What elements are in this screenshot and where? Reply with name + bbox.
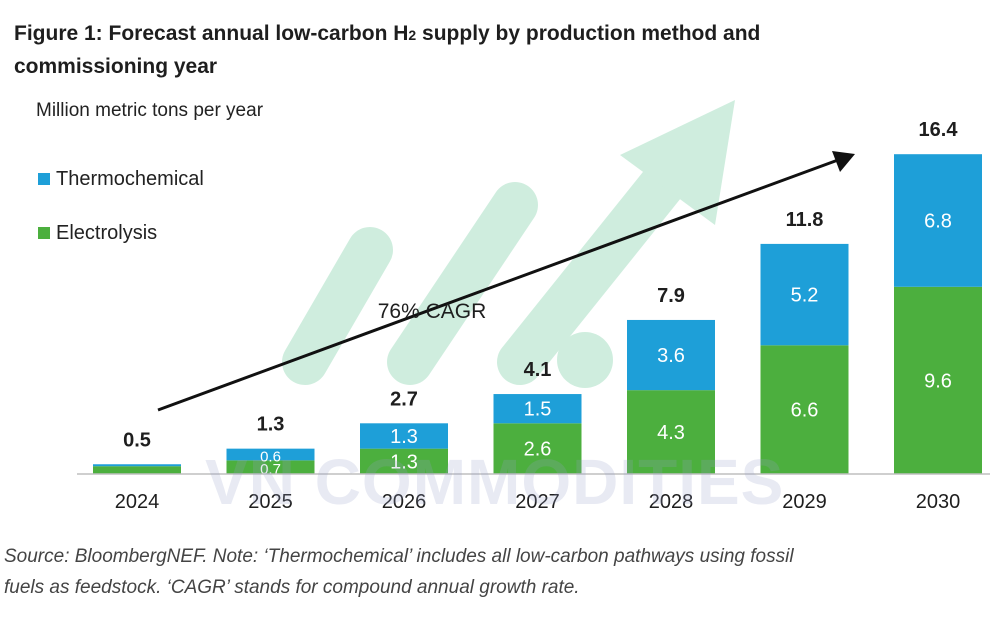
title-suffix: supply by production method and [416, 22, 761, 45]
legend-label-electrolysis: Electrolysis [56, 221, 158, 244]
data-label-electrolysis-2027: 2.6 [524, 439, 552, 461]
bar-electrolysis-2024 [93, 466, 181, 474]
bar-electrolysis-2029 [760, 345, 849, 474]
total-label-2024: 0.5 [123, 429, 151, 451]
legend-label-thermochemical: Thermochemical [56, 167, 204, 190]
total-label-2025: 1.3 [257, 414, 285, 436]
bar-thermochemical-2024 [93, 464, 181, 467]
legend-item-electrolysis: Electrolysis [38, 220, 204, 246]
legend: Thermochemical Electrolysis [38, 166, 204, 274]
bar-thermochemical-2027 [493, 394, 582, 424]
legend-swatch-electrolysis [38, 227, 50, 239]
watermark-arrow-graphic [282, 100, 735, 388]
x-tick-label-2025: 2025 [248, 491, 293, 513]
bar-thermochemical-2030 [894, 154, 982, 287]
data-label-electrolysis-2028: 4.3 [657, 422, 685, 444]
data-label-thermochemical-2026: 1.3 [390, 426, 418, 448]
bar-thermochemical-2029 [760, 243, 849, 346]
total-label-2029: 11.8 [786, 209, 824, 231]
total-label-2026: 2.7 [390, 388, 418, 410]
data-label-electrolysis-2030: 9.6 [924, 370, 952, 392]
x-tick-label-2028: 2028 [649, 491, 694, 513]
legend-item-thermochemical: Thermochemical [38, 166, 204, 192]
bar-electrolysis-2028 [627, 390, 715, 474]
cagr-arrowhead [832, 151, 855, 172]
source-note-line2: fuels as feedstock. ‘CAGR’ stands for co… [4, 577, 580, 598]
x-tick-label-2029: 2029 [782, 491, 827, 513]
title-line2: commissioning year [14, 55, 218, 78]
total-label-2030: 16.4 [919, 119, 959, 141]
source-note: Source: BloombergNEF. Note: ‘Thermochemi… [4, 541, 990, 603]
legend-swatch-thermochemical [38, 173, 50, 185]
bar-electrolysis-2030 [894, 286, 982, 474]
total-label-2028: 7.9 [657, 285, 685, 307]
title-prefix: Figure 1: Forecast annual low-carbon H [14, 22, 409, 45]
x-tick-label-2026: 2026 [382, 491, 427, 513]
x-tick-labels: 2024 2025 2026 2027 2028 2029 2030 [115, 491, 961, 513]
cagr-annotation: 76% CAGR [378, 300, 487, 323]
bar-thermochemical-2028 [627, 319, 715, 391]
data-label-electrolysis-2026: 1.3 [390, 451, 418, 473]
cagr-arrow [157, 151, 855, 412]
data-label-thermochemical-2029: 5.2 [791, 285, 819, 307]
total-label-2027: 4.1 [524, 359, 552, 381]
bar-electrolysis-2025 [226, 460, 315, 474]
x-tick-label-2024: 2024 [115, 491, 160, 513]
bar-thermochemical-2025 [226, 448, 315, 461]
stacked-bar-chart: 0.50.70.61.31.31.32.72.61.54.14.33.67.96… [77, 100, 990, 513]
bar-electrolysis-2026 [360, 448, 448, 474]
bar-thermochemical-2026 [360, 423, 448, 449]
y-axis-unit-label: Million metric tons per year [36, 100, 264, 121]
source-note-line1: Source: BloombergNEF. Note: ‘Thermochemi… [4, 546, 794, 567]
data-label-electrolysis-2029: 6.6 [791, 400, 819, 422]
bar-electrolysis-2027 [493, 423, 582, 474]
title-subscript: 2 [408, 27, 417, 43]
data-label-thermochemical-2027: 1.5 [524, 399, 552, 421]
bars-layer: 0.50.70.61.31.31.32.72.61.54.14.33.67.96… [93, 119, 982, 478]
chart-title: Figure 1: Forecast annual low-carbon H2 … [14, 18, 974, 82]
data-label-thermochemical-2030: 6.8 [924, 211, 952, 233]
data-label-thermochemical-2025: 0.6 [260, 449, 281, 466]
x-tick-label-2027: 2027 [515, 491, 560, 513]
data-label-thermochemical-2028: 3.6 [657, 345, 685, 367]
x-tick-label-2030: 2030 [916, 491, 961, 513]
